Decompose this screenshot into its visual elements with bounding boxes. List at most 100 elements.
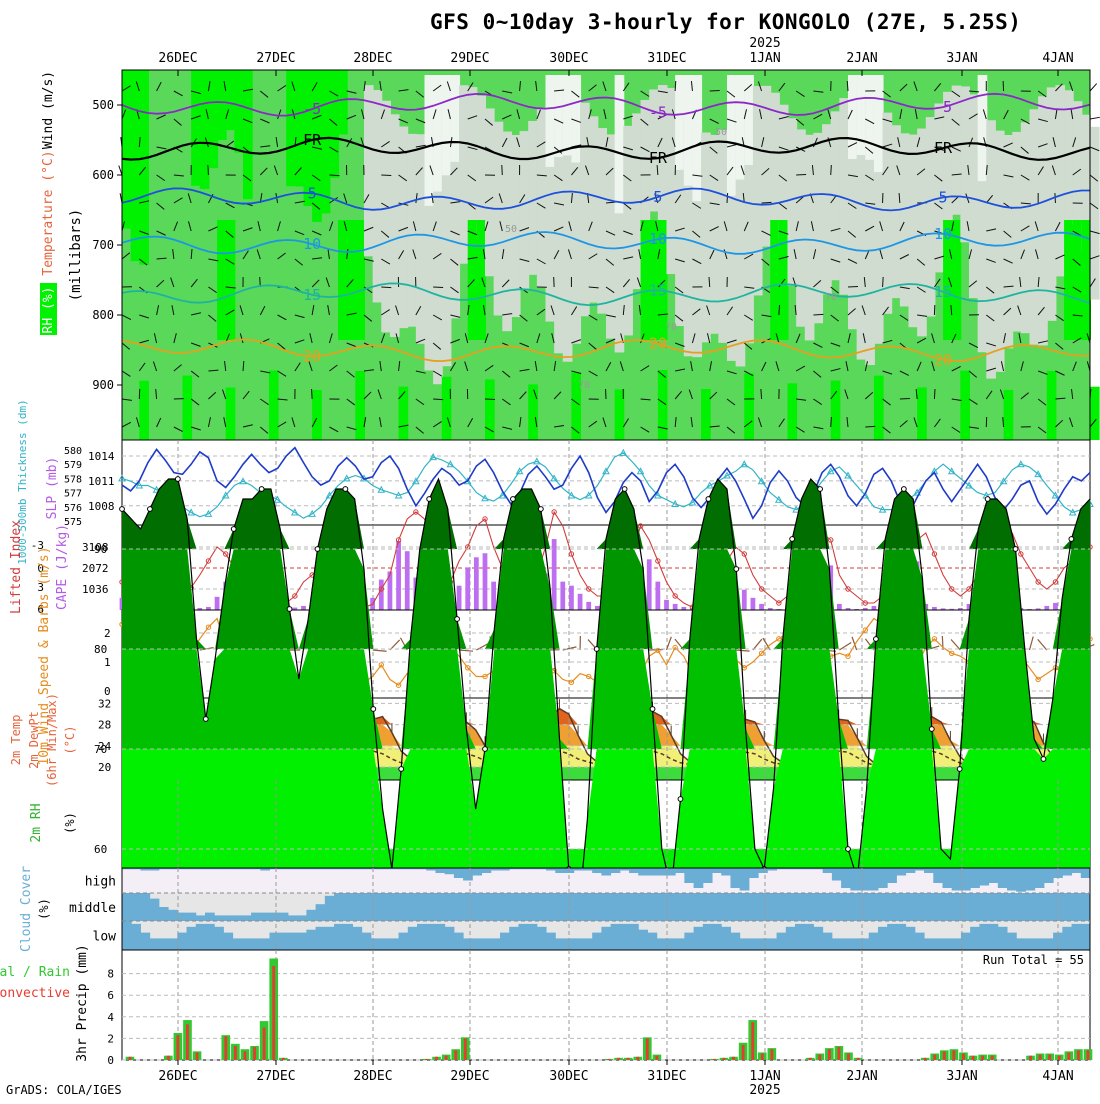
rh-dry-cell	[589, 116, 599, 302]
rh-marker	[622, 487, 627, 492]
cloud-cell	[454, 933, 464, 950]
rain-total-label: Total / Rain	[0, 965, 70, 980]
cape-bar	[569, 586, 574, 610]
rh-verydry-cell	[425, 75, 435, 206]
rh-dry-cell	[468, 87, 478, 232]
cloud-cell	[740, 938, 750, 950]
slp-axis-label: SLP (mb)	[45, 457, 60, 520]
rh-dry-cell	[1030, 109, 1040, 344]
wind-barb	[727, 193, 728, 203]
cloud-cell	[1007, 933, 1017, 950]
rh-marker	[511, 497, 516, 502]
precip-convective-bar	[770, 1049, 773, 1060]
rain-convective-label: Convective	[0, 986, 70, 1001]
precip-convective-bar	[176, 1035, 179, 1060]
cloud-cell	[260, 938, 270, 950]
cloud-cell	[518, 924, 528, 950]
cloud-cell	[749, 893, 759, 921]
rh-marker	[399, 767, 404, 772]
cloud-cell	[297, 915, 307, 921]
cape-tick-label: 2072	[82, 562, 109, 575]
cloud-cell	[325, 927, 335, 950]
rh-moist-cell	[476, 220, 486, 340]
wind-barb	[831, 165, 832, 175]
cloud-cell	[878, 927, 888, 950]
rh-dry-cell	[796, 129, 806, 326]
run-total-label: Run Total = 55	[983, 953, 1084, 967]
cloud-cell	[906, 893, 916, 921]
rh-moist-cell	[788, 383, 798, 440]
cloud-cell	[795, 924, 805, 950]
rh-marker	[929, 727, 934, 732]
precip-convective-bar	[253, 1047, 256, 1060]
rh-moist-cell	[183, 376, 193, 440]
day-label-bottom: 4JAN	[1042, 1069, 1073, 1084]
wind-barb	[675, 81, 676, 91]
rh-marker	[594, 647, 599, 652]
precip-convective-bar	[933, 1055, 936, 1060]
rh-moist-cell	[831, 381, 841, 440]
cloud-cell	[426, 924, 436, 950]
cloud-cell	[1062, 868, 1072, 876]
cloud-cell	[611, 924, 621, 950]
precip-convective-bar	[828, 1049, 831, 1060]
cloud-cell	[177, 933, 187, 950]
wind-barb	[1090, 117, 1100, 119]
rh-moist-cell	[701, 389, 711, 440]
temp-tick-label: 28	[98, 719, 111, 732]
rh-dry-cell	[813, 133, 823, 323]
cloud-cell	[823, 933, 833, 950]
cloud-cell	[528, 924, 538, 950]
cloud-cell	[546, 933, 556, 950]
rh-verydry-cell	[563, 75, 573, 155]
cloud-cell	[684, 868, 694, 883]
precip-convective-bar	[445, 1056, 448, 1060]
cloud-cell	[270, 913, 280, 921]
isotherm-label: FR	[934, 139, 953, 157]
cape-bar	[405, 551, 410, 610]
cloud-cell	[482, 868, 492, 873]
temp-tick-label: 20	[98, 761, 111, 774]
wind-barb	[796, 174, 806, 175]
rh-moist-cell	[528, 384, 538, 440]
wind-axis-label: Wind (m/s)	[41, 71, 56, 149]
cloud-cell	[288, 933, 298, 950]
cloud-cell	[1035, 868, 1045, 888]
rh-marker	[957, 767, 962, 772]
cloud-cell	[574, 938, 584, 950]
thickness-tick-label: 578	[64, 474, 82, 485]
cloud-cell	[334, 924, 344, 950]
rh-dry-cell	[960, 86, 970, 242]
cloud-cell	[500, 933, 510, 950]
precip-convective-bar	[234, 1046, 237, 1060]
cloud-cell	[832, 868, 842, 881]
cloud-cell	[242, 915, 252, 921]
rh-moist-cell	[442, 377, 452, 440]
cloud-cell	[140, 893, 150, 921]
precip-convective-bar	[282, 1058, 285, 1060]
rh-marker	[901, 487, 906, 492]
rh-moist-cell	[321, 70, 331, 213]
rh-moist-cell	[744, 373, 754, 440]
isotherm-label: 20	[934, 351, 952, 369]
wind-barb	[831, 417, 832, 427]
rh-marker	[287, 607, 292, 612]
cloud-cell	[832, 893, 842, 921]
rh-moist-cell	[312, 390, 322, 440]
cape-bar	[647, 559, 652, 610]
rh-dry-cell	[390, 114, 400, 337]
cloud-cell	[555, 938, 565, 950]
cloud-cell	[989, 868, 999, 883]
precip-convective-bar	[847, 1054, 850, 1060]
year-label-top: 2025	[749, 36, 780, 51]
wind-barb	[381, 287, 391, 288]
cloud-cell	[832, 938, 842, 950]
isotherm-label: FR	[649, 149, 668, 167]
precip-convective-bar	[608, 1059, 611, 1060]
grads-credit: GrADS: COLA/IGES	[6, 1083, 122, 1097]
cloud-cell	[362, 893, 372, 921]
cloud-cell	[1025, 938, 1035, 950]
cloud-cell	[408, 893, 418, 921]
rh-moist-cell	[329, 70, 339, 178]
cloud-cell	[841, 893, 851, 921]
